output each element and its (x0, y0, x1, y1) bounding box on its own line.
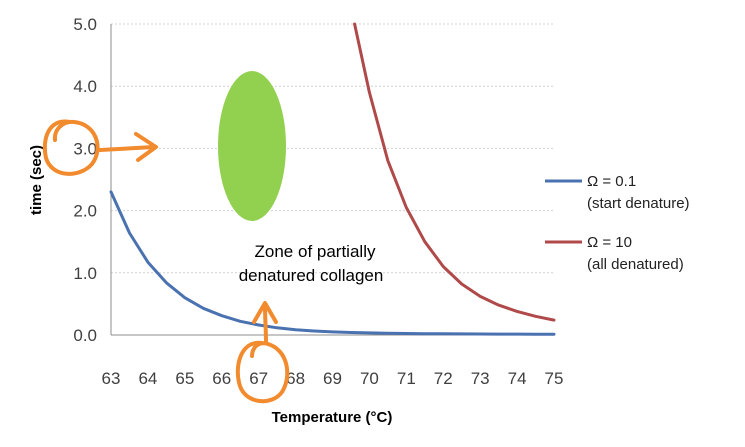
y-tick-label: 2.0 (73, 202, 97, 221)
x-tick-label: 68 (286, 369, 305, 388)
series-line-2 (353, 22, 556, 322)
y-tick-label: 1.0 (73, 264, 97, 283)
y-tick-label: 5.0 (73, 15, 97, 34)
partial-denature-zone-ellipse (218, 71, 286, 221)
axes (110, 24, 554, 336)
legend-series-2-note: (all denatured) (587, 256, 684, 273)
zone-label-line1: Zone of partially (255, 242, 376, 261)
arrow-right-head-icon (134, 132, 158, 162)
zone-label-line2: denatured collagen (239, 266, 384, 285)
arrow-up-shaft-icon (263, 304, 268, 344)
legend-series-2-name: Ω = 10 (587, 234, 632, 251)
series-line-1 (109, 190, 556, 336)
x-tick-label: 67 (249, 369, 268, 388)
gridlines (111, 23, 554, 274)
legend-series-1-name: Ω = 0.1 (587, 173, 636, 190)
y-tick-label: 0.0 (73, 326, 97, 345)
circle-around-3-icon (42, 119, 100, 176)
x-tick-label: 72 (434, 369, 453, 388)
x-tick-label: 69 (323, 369, 342, 388)
y-tick-labels: 0.0 1.0 2.0 3.0 4.0 5.0 (73, 15, 97, 345)
y-tick-label: 3.0 (73, 139, 97, 158)
y-tick-label: 4.0 (73, 77, 97, 96)
x-tick-label: 70 (360, 369, 379, 388)
x-tick-label: 74 (508, 369, 527, 388)
x-tick-label: 71 (397, 369, 416, 388)
circle-around-67-icon (235, 340, 290, 403)
x-axis-title: Temperature (°C) (272, 409, 393, 426)
legend-series-1-note: (start denature) (587, 195, 690, 212)
series-lines (109, 22, 556, 336)
x-tick-label: 66 (212, 369, 231, 388)
x-tick-label: 73 (471, 369, 490, 388)
legend: Ω = 0.1 (start denature) Ω = 10 (all den… (545, 173, 690, 273)
x-tick-label: 64 (138, 369, 157, 388)
arrow-right-shaft-icon (98, 145, 156, 152)
x-tick-label: 63 (102, 369, 121, 388)
x-tick-label: 65 (175, 369, 194, 388)
arrow-up-head-icon (252, 301, 278, 324)
x-tick-labels: 63 64 65 66 67 68 69 70 71 72 73 74 75 (102, 369, 564, 388)
hand-drawn-annotations (42, 119, 290, 403)
y-axis-title: time (sec) (28, 145, 45, 215)
x-tick-label: 75 (545, 369, 564, 388)
